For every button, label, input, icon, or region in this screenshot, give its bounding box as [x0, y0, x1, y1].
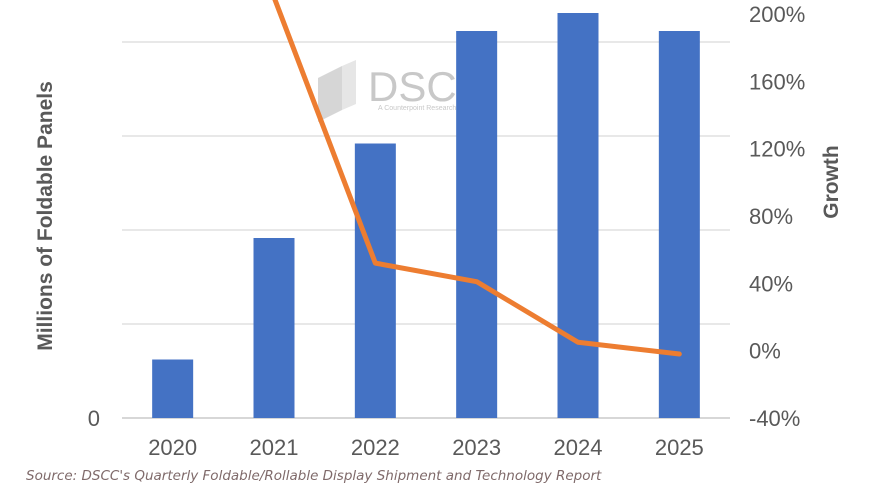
x-axis-ticks: 2020 2021 2022 2023 2024 2025: [148, 435, 704, 460]
watermark-logo-icon: [318, 66, 342, 122]
y2-tick-label: 120%: [749, 137, 805, 162]
bar-2025: [658, 31, 700, 418]
y2-axis-title: Growth: [820, 145, 843, 219]
y2-tick-label: 40%: [749, 271, 793, 296]
bar-2020: [152, 359, 194, 418]
y2-tick-label: 200%: [749, 2, 805, 27]
y-tick-label: 0: [88, 406, 100, 431]
y2-tick-label: 160%: [749, 69, 805, 94]
x-tick-label: 2024: [554, 435, 603, 460]
source-note: Source: DSCC's Quarterly Foldable/Rollab…: [26, 468, 602, 484]
gridlines: [122, 41, 730, 419]
x-tick-label: 2022: [351, 435, 400, 460]
line-series: [272, 0, 682, 357]
x-tick-label: 2020: [148, 435, 197, 460]
x-tick-label: 2025: [655, 435, 704, 460]
y2-tick-label: 0%: [749, 339, 781, 364]
y2-tick-label: 80%: [749, 204, 793, 229]
y2-axis-ticks: -40% 0% 40% 80% 120% 160% 200%: [749, 2, 805, 431]
bar-2021: [253, 238, 295, 418]
growth-line: [272, 0, 682, 357]
watermark-tagline: A Counterpoint Research Company: [378, 105, 489, 112]
y-axis-ticks: 0: [88, 406, 100, 431]
watermark-logo-icon-side: [342, 60, 356, 110]
bar-2022: [354, 143, 396, 418]
x-tick-label: 2021: [250, 435, 299, 460]
bar-2024: [557, 13, 599, 418]
bar-2023: [456, 31, 498, 418]
y2-tick-label: -40%: [749, 406, 800, 431]
x-tick-label: 2023: [452, 435, 501, 460]
y-axis-title: Millions of Foldable Panels: [34, 81, 57, 351]
bar-series: [152, 13, 700, 418]
